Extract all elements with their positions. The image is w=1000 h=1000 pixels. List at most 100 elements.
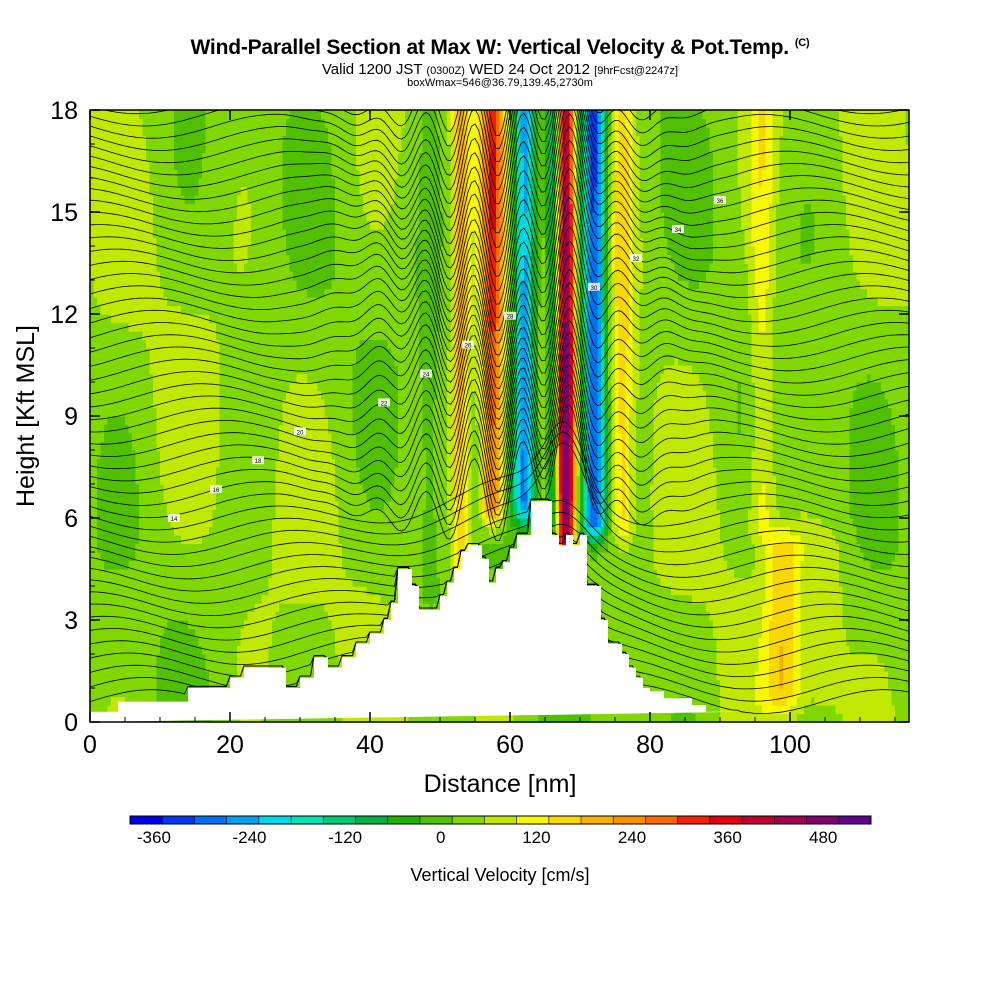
velocity-cell	[156, 263, 161, 273]
velocity-cell	[244, 373, 249, 383]
velocity-cell	[265, 552, 270, 562]
velocity-cell	[244, 348, 249, 358]
velocity-cell	[139, 195, 144, 205]
velocity-cell	[90, 373, 95, 383]
velocity-cell	[191, 594, 196, 604]
velocity-cell	[146, 322, 151, 332]
velocity-cell	[167, 611, 172, 621]
velocity-cell	[328, 161, 333, 171]
velocity-cell	[247, 475, 252, 485]
velocity-cell	[97, 526, 102, 536]
velocity-cell	[181, 679, 186, 689]
velocity-cell	[132, 305, 137, 315]
velocity-cell	[188, 458, 193, 468]
velocity-cell	[265, 603, 270, 613]
velocity-cell	[310, 611, 315, 621]
velocity-cell	[97, 356, 102, 366]
velocity-cell	[247, 594, 252, 604]
velocity-cell	[167, 382, 172, 392]
velocity-cell	[265, 212, 270, 222]
velocity-cell	[286, 280, 291, 290]
velocity-cell	[254, 603, 259, 613]
velocity-cell	[156, 229, 161, 239]
velocity-cell	[184, 620, 189, 630]
velocity-cell	[132, 212, 137, 222]
velocity-cell	[279, 229, 284, 239]
velocity-cell	[219, 535, 224, 545]
velocity-cell	[275, 552, 280, 562]
velocity-cell	[282, 118, 287, 128]
velocity-cell	[118, 203, 123, 213]
velocity-cell	[244, 509, 249, 519]
velocity-cell	[107, 390, 112, 400]
velocity-cell	[156, 203, 161, 213]
velocity-cell	[167, 373, 172, 383]
velocity-cell	[132, 110, 137, 120]
velocity-cell	[268, 152, 273, 162]
velocity-cell	[296, 263, 301, 273]
velocity-cell	[307, 441, 312, 451]
velocity-cell	[146, 339, 151, 349]
velocity-cell	[303, 229, 308, 239]
velocity-cell	[279, 662, 284, 672]
velocity-cell	[107, 628, 112, 638]
velocity-cell	[139, 169, 144, 179]
velocity-cell	[314, 416, 319, 426]
velocity-cell	[149, 560, 154, 570]
velocity-cell	[202, 594, 207, 604]
velocity-cell	[191, 161, 196, 171]
velocity-cell	[230, 382, 235, 392]
velocity-cell	[121, 535, 126, 545]
velocity-cell	[261, 518, 266, 528]
velocity-cell	[240, 671, 245, 681]
velocity-cell	[156, 127, 161, 137]
velocity-cell	[310, 297, 315, 307]
velocity-cell	[177, 263, 182, 273]
velocity-cell	[293, 280, 298, 290]
velocity-cell	[223, 246, 228, 256]
velocity-cell	[282, 620, 287, 630]
velocity-cell	[156, 135, 161, 145]
velocity-cell	[198, 399, 203, 409]
velocity-cell	[307, 458, 312, 468]
velocity-cell	[296, 118, 301, 128]
velocity-cell	[258, 203, 263, 213]
velocity-cell	[132, 560, 137, 570]
velocity-cell	[167, 526, 172, 536]
velocity-cell	[251, 628, 256, 638]
velocity-cell	[149, 594, 154, 604]
velocity-cell	[244, 322, 249, 332]
velocity-cell	[321, 237, 326, 247]
velocity-cell	[202, 407, 207, 417]
velocity-cell	[286, 509, 291, 519]
velocity-cell	[97, 178, 102, 188]
velocity-cell	[254, 186, 259, 196]
velocity-cell	[293, 501, 298, 511]
velocity-cell	[216, 203, 221, 213]
velocity-cell	[254, 331, 259, 341]
velocity-cell	[282, 322, 287, 332]
velocity-cell	[310, 441, 315, 451]
velocity-cell	[142, 628, 147, 638]
velocity-cell	[212, 169, 217, 179]
velocity-cell	[209, 271, 214, 281]
velocity-cell	[296, 501, 301, 511]
velocity-cell	[135, 339, 140, 349]
velocity-cell	[244, 212, 249, 222]
velocity-cell	[324, 144, 329, 154]
velocity-cell	[181, 594, 186, 604]
velocity-cell	[279, 178, 284, 188]
velocity-cell	[184, 467, 189, 477]
velocity-cell	[111, 322, 116, 332]
velocity-cell	[216, 186, 221, 196]
velocity-cell	[114, 705, 119, 715]
velocity-cell	[279, 305, 284, 315]
velocity-cell	[303, 331, 308, 341]
velocity-cell	[272, 356, 277, 366]
velocity-cell	[314, 450, 319, 460]
velocity-cell	[132, 671, 137, 681]
velocity-cell	[310, 152, 315, 162]
velocity-cell	[289, 195, 294, 205]
velocity-cell	[181, 424, 186, 434]
velocity-cell	[275, 348, 280, 358]
